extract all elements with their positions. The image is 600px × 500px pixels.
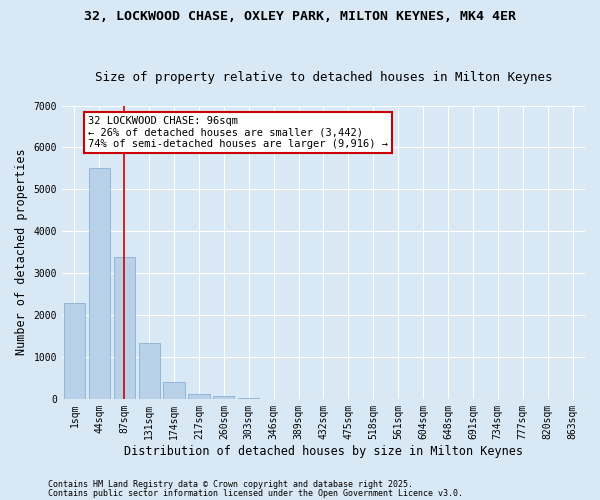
Bar xyxy=(113,257,135,399)
Text: Contains public sector information licensed under the Open Government Licence v3: Contains public sector information licen… xyxy=(48,488,463,498)
Bar xyxy=(238,398,259,399)
Bar xyxy=(89,168,110,399)
Bar xyxy=(64,304,85,399)
Text: 32, LOCKWOOD CHASE, OXLEY PARK, MILTON KEYNES, MK4 4ER: 32, LOCKWOOD CHASE, OXLEY PARK, MILTON K… xyxy=(84,10,516,23)
Bar xyxy=(163,382,185,399)
X-axis label: Distribution of detached houses by size in Milton Keynes: Distribution of detached houses by size … xyxy=(124,444,523,458)
Text: Contains HM Land Registry data © Crown copyright and database right 2025.: Contains HM Land Registry data © Crown c… xyxy=(48,480,413,489)
Bar xyxy=(213,396,235,399)
Title: Size of property relative to detached houses in Milton Keynes: Size of property relative to detached ho… xyxy=(95,70,552,84)
Y-axis label: Number of detached properties: Number of detached properties xyxy=(15,149,28,356)
Bar xyxy=(188,394,209,399)
Bar xyxy=(139,342,160,399)
Text: 32 LOCKWOOD CHASE: 96sqm
← 26% of detached houses are smaller (3,442)
74% of sem: 32 LOCKWOOD CHASE: 96sqm ← 26% of detach… xyxy=(88,116,388,149)
